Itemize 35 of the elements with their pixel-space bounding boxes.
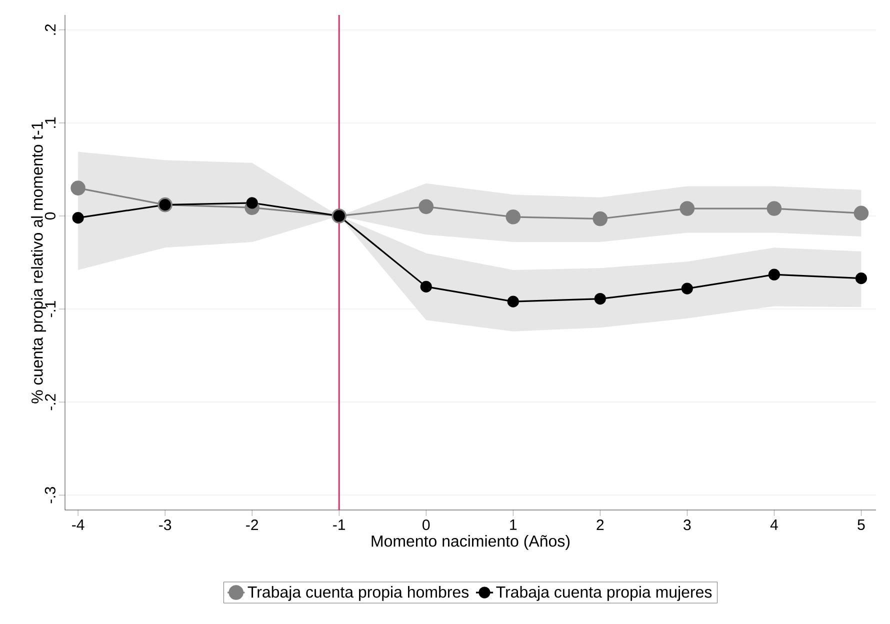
y-tick-label: .2 [44,24,56,35]
point [680,201,695,216]
x-tick-label: 3 [684,520,691,530]
x-tick-label: -1 [333,520,346,530]
point [507,296,519,308]
legend-label: Trabaja cuenta propia mujeres [496,586,712,601]
point [506,210,521,224]
legend-label: Trabaja cuenta propia hombres [248,586,469,601]
x-tick-label: 2 [596,520,604,530]
x-tick-label: 5 [858,520,865,530]
point [246,197,258,209]
x-tick-label: 0 [422,520,430,530]
point [768,268,780,280]
x-tick-label: -4 [72,520,84,530]
point [766,201,782,216]
point [420,280,432,292]
point [855,272,868,284]
point [854,206,869,221]
x-tick-label: 1 [510,520,517,530]
point [592,211,608,226]
y-tick-label: .1 [45,117,56,128]
y-tick-label: -.2 [44,394,56,410]
y-tick-label: -.1 [45,301,56,318]
x-axis-title: Momento nacimiento (Años) [372,535,570,550]
y-tick-label: -.3 [44,487,56,504]
point [418,199,434,214]
x-tick-label: 4 [770,520,778,530]
point [72,212,84,224]
point [70,180,86,196]
point [681,282,693,294]
point [594,292,606,305]
x-tick-label: -2 [246,520,258,530]
y-tick-label: 0 [44,212,56,220]
x-tick-label: -3 [159,520,172,530]
y-axis-title: % cuenta propia relativo al momento t-1 [31,122,46,404]
